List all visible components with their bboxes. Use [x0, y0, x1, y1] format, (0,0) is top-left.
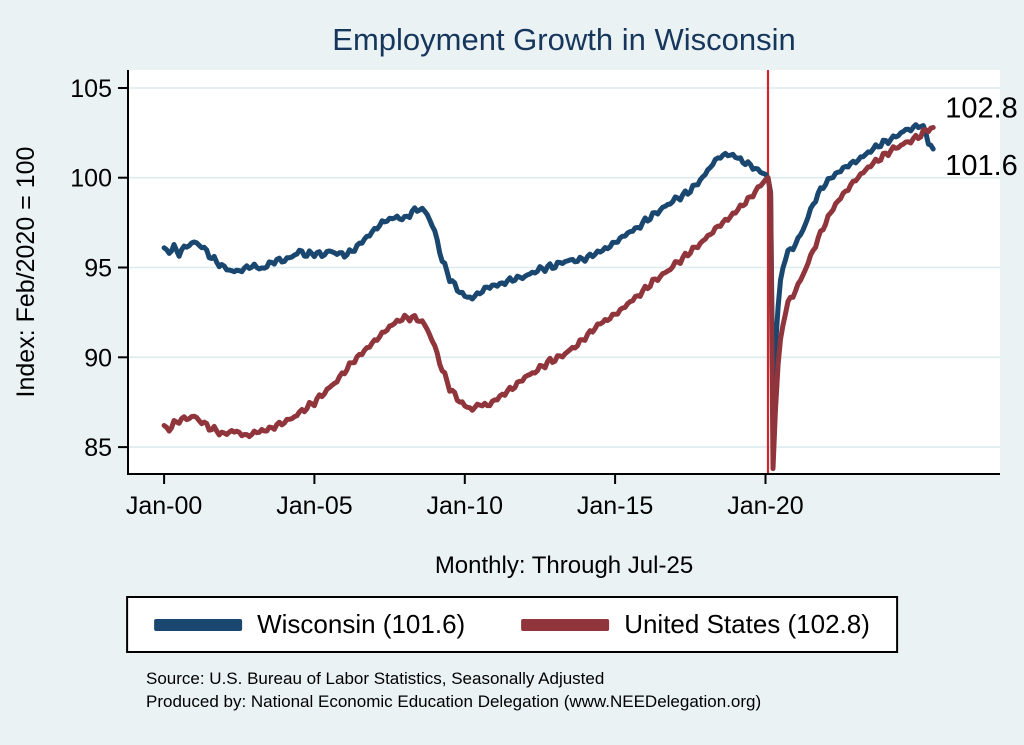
legend-item-united-states: United States (102.8)	[521, 609, 870, 640]
legend: Wisconsin (101.6) United States (102.8)	[126, 596, 898, 653]
source-line-1: Source: U.S. Bureau of Labor Statistics,…	[146, 669, 605, 688]
svg-text:Jan-10: Jan-10	[427, 492, 503, 520]
svg-text:100: 100	[70, 165, 112, 193]
svg-text:Jan-05: Jan-05	[276, 492, 352, 520]
legend-label-wisconsin: Wisconsin (101.6)	[257, 609, 466, 639]
legend-swatch	[154, 618, 243, 631]
legend-label-united-states: United States (102.8)	[624, 609, 870, 639]
legend-swatch	[521, 618, 610, 631]
svg-text:Jan-00: Jan-00	[126, 492, 202, 520]
svg-text:90: 90	[84, 344, 112, 372]
svg-text:102.8: 102.8	[945, 92, 1018, 124]
svg-text:105: 105	[70, 75, 112, 103]
legend-item-wisconsin: Wisconsin (101.6)	[154, 609, 465, 640]
svg-text:85: 85	[84, 434, 112, 462]
svg-text:95: 95	[84, 255, 112, 283]
source-notes: Source: U.S. Bureau of Labor Statistics,…	[146, 668, 761, 714]
x-axis-title: Monthly: Through Jul-25	[434, 552, 694, 579]
chart-title: Employment Growth in Wisconsin	[332, 22, 796, 57]
svg-text:Jan-20: Jan-20	[727, 492, 803, 520]
svg-text:101.6: 101.6	[945, 150, 1018, 182]
svg-text:Jan-15: Jan-15	[577, 492, 653, 520]
plot-area: 85 90 95 100 105 Jan-00 Jan-05 Jan-10 Jan-15 Jan-…	[12, 70, 1018, 520]
source-line-2: Produced by: National Economic Education…	[146, 691, 762, 711]
svg-text:Index: Feb/2020 = 100: Index: Feb/2020 = 100	[12, 147, 40, 398]
